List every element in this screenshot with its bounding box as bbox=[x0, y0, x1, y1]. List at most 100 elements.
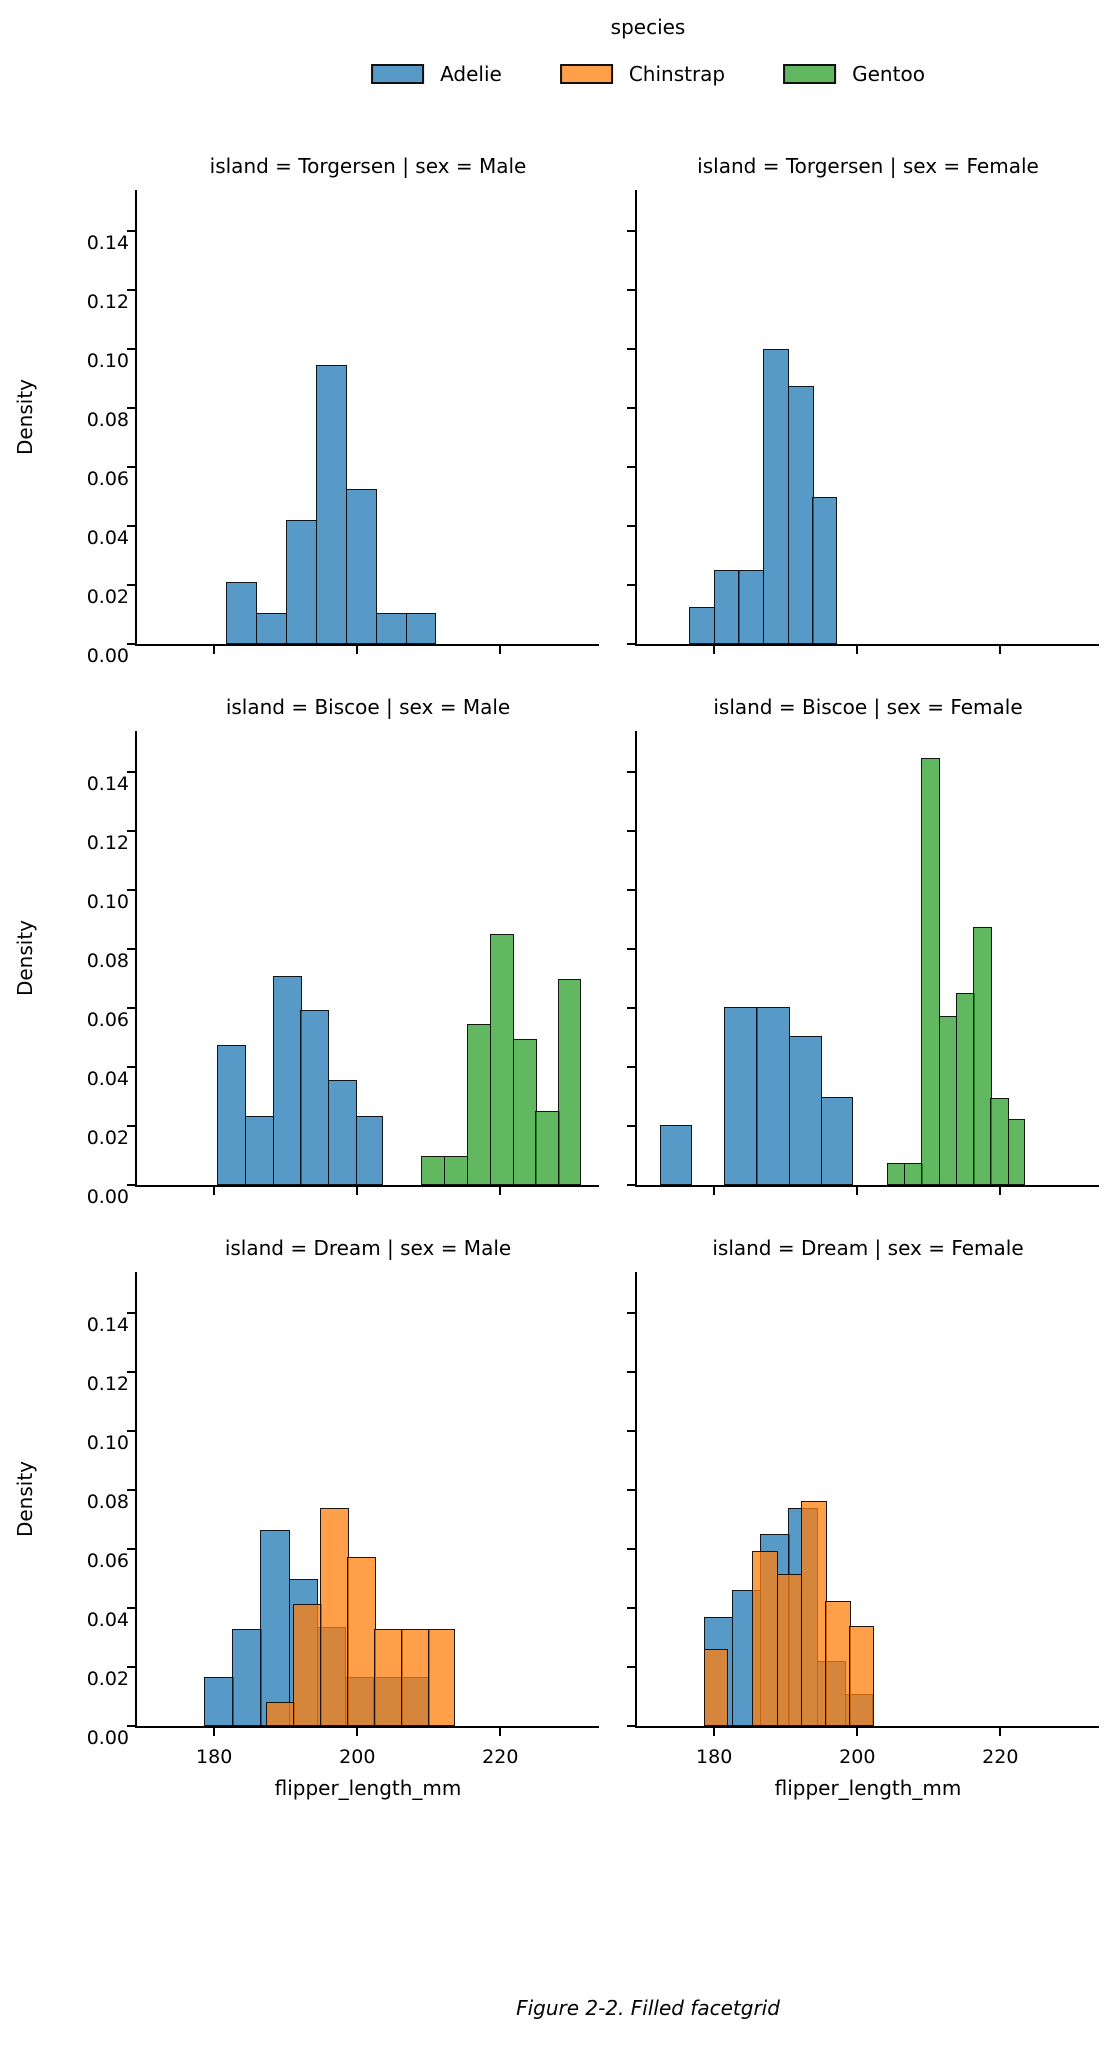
histogram-bar-adelie bbox=[788, 1036, 823, 1185]
y-tick-mark bbox=[627, 407, 635, 410]
histogram-bar-chinstrap bbox=[293, 1603, 322, 1726]
histogram-bar-chinstrap bbox=[401, 1628, 430, 1726]
histogram-bar-gentoo bbox=[420, 1155, 446, 1185]
y-tick-mark bbox=[127, 948, 135, 951]
facet-biscoe-male: island = Biscoe | sex = Male 0.00 0.02 0.0… bbox=[13, 695, 599, 1208]
histogram-bar-adelie bbox=[255, 613, 288, 644]
x-tick-mark bbox=[499, 1187, 502, 1195]
histogram-bar-adelie bbox=[217, 1045, 247, 1185]
legend-label-gentoo: Gentoo bbox=[852, 62, 925, 86]
y-tick-mark bbox=[627, 584, 635, 586]
y-tick-label: 0.12 bbox=[86, 832, 129, 855]
x-tick-mark bbox=[999, 1728, 1002, 1736]
histogram-bar-chinstrap bbox=[703, 1649, 728, 1726]
y-tick-mark bbox=[127, 289, 135, 292]
histogram-bar-gentoo bbox=[938, 1015, 958, 1185]
y-axis-label: Density bbox=[13, 1460, 37, 1538]
histogram-bar-chinstrap bbox=[800, 1500, 827, 1726]
y-tick-mark bbox=[627, 1666, 635, 1668]
y-tick-mark bbox=[627, 348, 635, 351]
y-tick-label: 0.04 bbox=[86, 527, 129, 550]
y-tick-label: 0.14 bbox=[86, 773, 129, 796]
facet-torgersen-male: island = Torgersen | sex = Male 0.00 0.02… bbox=[13, 154, 599, 667]
y-tick-mark bbox=[627, 948, 635, 951]
histogram-bar-adelie bbox=[244, 1115, 274, 1185]
y-tick-mark bbox=[627, 1007, 635, 1010]
x-tick-label: 220 bbox=[982, 1746, 1019, 1768]
histogram-bar-adelie bbox=[345, 489, 378, 644]
x-tick-mark bbox=[713, 1728, 716, 1736]
y-tick-mark bbox=[627, 1725, 635, 1727]
x-tick-mark bbox=[499, 1728, 502, 1736]
x-tick-mark bbox=[999, 646, 1002, 654]
facet-title: island = Biscoe | sex = Female bbox=[713, 695, 1023, 719]
y-tick-label: 0.10 bbox=[86, 350, 129, 373]
y-tick-mark bbox=[627, 1371, 635, 1374]
facet-title: island = Torgersen | sex = Female bbox=[697, 154, 1039, 178]
y-tick-mark bbox=[627, 1489, 635, 1492]
plot-area bbox=[627, 731, 1099, 1195]
y-tick-mark bbox=[127, 1666, 135, 1668]
y-tick-label: 0.10 bbox=[86, 891, 129, 914]
histogram-bar-adelie bbox=[300, 1009, 330, 1185]
legend: Adelie Chinstrap Gentoo bbox=[371, 62, 925, 86]
histogram-bar-adelie bbox=[812, 496, 837, 644]
x-tick-label: 180 bbox=[196, 1746, 233, 1768]
y-tick-label: 0.02 bbox=[86, 586, 129, 608]
y-tick-label: 0.02 bbox=[86, 1127, 129, 1149]
histogram-bar-gentoo bbox=[535, 1111, 560, 1185]
histogram-bar-adelie bbox=[225, 582, 258, 644]
facet-dream-female: island = Dream | sex = Female 180 200 220 … bbox=[627, 1236, 1099, 1800]
y-tick-mark bbox=[127, 1489, 135, 1492]
y-tick-label: 0.06 bbox=[86, 1009, 129, 1032]
histogram-bar-adelie bbox=[204, 1677, 234, 1726]
histogram-bar-gentoo bbox=[886, 1162, 906, 1185]
histogram-bar-adelie bbox=[260, 1530, 290, 1726]
histogram-bar-adelie bbox=[738, 570, 765, 644]
histogram-bar-adelie bbox=[689, 607, 716, 644]
histogram-bar-gentoo bbox=[955, 993, 975, 1185]
x-tick-label: 180 bbox=[696, 1746, 733, 1768]
facet-title: island = Dream | sex = Male bbox=[224, 1236, 512, 1260]
legend-entry-adelie: Adelie bbox=[371, 62, 502, 86]
histogram-bar-gentoo bbox=[489, 934, 514, 1185]
y-tick-mark bbox=[127, 1184, 135, 1186]
y-tick-label: 0.00 bbox=[86, 1727, 129, 1749]
y-axis-label: Density bbox=[13, 919, 37, 997]
y-tick-mark bbox=[127, 1007, 135, 1010]
histogram-bar-adelie bbox=[763, 349, 790, 644]
y-tick-mark bbox=[127, 584, 135, 586]
legend-entry-gentoo: Gentoo bbox=[783, 62, 925, 86]
x-tick-mark bbox=[499, 646, 502, 654]
y-tick-label: 0.04 bbox=[86, 1068, 129, 1091]
histogram-bar-gentoo bbox=[973, 927, 992, 1185]
y-tick-mark bbox=[627, 289, 635, 292]
x-tick-mark bbox=[213, 646, 216, 654]
plot-area: 180 200 220 bbox=[627, 1272, 1099, 1768]
plot-area: 0.00 0.02 0.04 0.06 0.08 0.10 0.12 0.14 bbox=[87, 190, 599, 667]
y-tick-mark bbox=[127, 643, 135, 645]
x-tick-mark bbox=[213, 1728, 216, 1736]
y-tick-mark bbox=[627, 889, 635, 892]
y-tick-mark bbox=[627, 1430, 635, 1433]
histogram-bar-adelie bbox=[787, 386, 814, 644]
y-tick-mark bbox=[627, 1607, 635, 1610]
histogram-bar-adelie bbox=[375, 613, 408, 644]
y-tick-mark bbox=[127, 1066, 135, 1069]
histogram-bar-adelie bbox=[232, 1628, 262, 1726]
y-tick-mark bbox=[627, 830, 635, 833]
legend-title: species bbox=[610, 15, 686, 39]
histogram-bar-chinstrap bbox=[266, 1702, 295, 1726]
histogram-bar-adelie bbox=[327, 1080, 357, 1185]
legend-swatch-chinstrap bbox=[559, 64, 613, 84]
x-tick-mark bbox=[856, 1187, 859, 1195]
x-tick-mark bbox=[856, 646, 859, 654]
figure-caption: Figure 2-2. Filled facetgrid bbox=[516, 1996, 780, 2020]
facet-title: island = Dream | sex = Female bbox=[712, 1236, 1024, 1260]
y-tick-label: 0.02 bbox=[86, 1668, 129, 1690]
facet-torgersen-female: island = Torgersen | sex = Female bbox=[627, 154, 1099, 654]
plot-area: 0.00 0.02 0.04 0.06 0.08 0.10 0.12 0.14 bbox=[87, 731, 599, 1208]
y-tick-mark bbox=[127, 1371, 135, 1374]
y-tick-mark bbox=[127, 525, 135, 528]
